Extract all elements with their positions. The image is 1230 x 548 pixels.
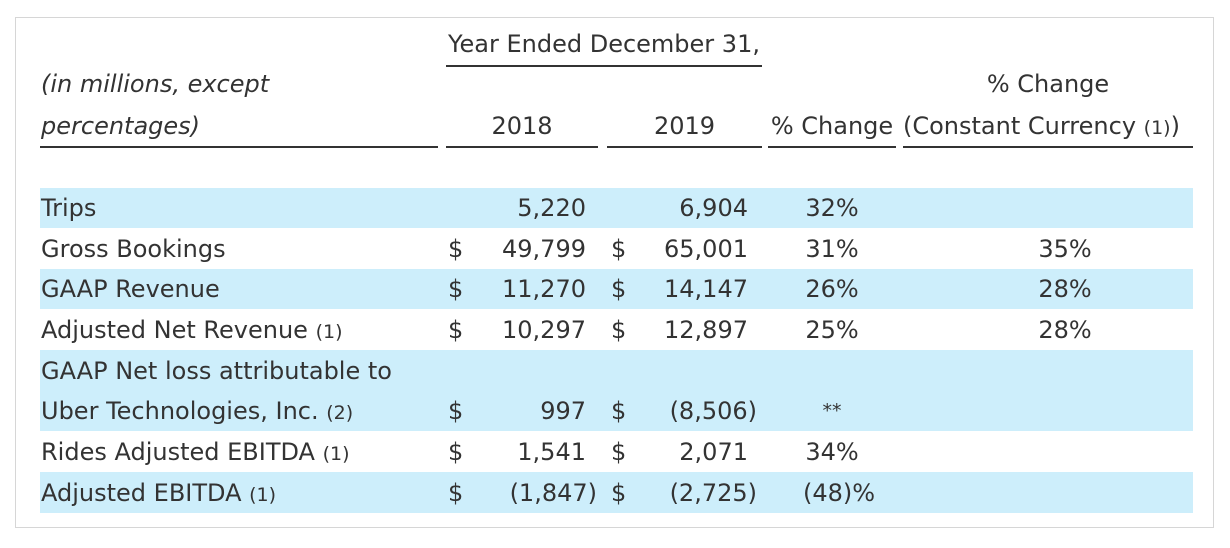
currency-symbol: $ (611, 316, 627, 344)
cell-2018: (1,847) (509, 479, 597, 507)
pct-change-rule (768, 146, 896, 148)
cell-2019: 2,071 (679, 438, 748, 466)
cell-2019: (8,506) (669, 397, 757, 425)
cc-change-header-line2: (Constant Currency (1)) (903, 112, 1180, 140)
currency-symbol: $ (611, 479, 627, 507)
cell-2018: 49,799 (502, 235, 586, 263)
year-2018-header: 2018 (491, 112, 553, 140)
footnote-ref: (1) (315, 321, 343, 343)
cell-2018: 5,220 (517, 194, 586, 222)
cell-2019: 6,904 (679, 194, 748, 222)
cell-2019: (2,725) (669, 479, 757, 507)
currency-symbol: $ (611, 235, 627, 263)
table-frame (15, 17, 1214, 528)
cell-pct-change: ** (822, 400, 842, 422)
year-2018-rule (446, 146, 598, 148)
cell-2019: 12,897 (664, 316, 748, 344)
cell-cc-change: 28% (1038, 316, 1092, 344)
currency-symbol: $ (448, 275, 464, 303)
row-label: Rides Adjusted EBITDA (1) (41, 438, 350, 466)
row-label: GAAP Revenue (41, 275, 220, 303)
cell-cc-change: 35% (1038, 235, 1092, 263)
row-label: Uber Technologies, Inc. (2) (41, 397, 354, 425)
units-label-line2: percentages) (41, 112, 201, 140)
pct-change-header: % Change (770, 112, 894, 140)
row-band-net-loss (40, 350, 1193, 431)
footnote-ref: (1) (322, 443, 350, 465)
year-2019-rule (607, 146, 762, 148)
cell-2018: 10,297 (502, 316, 586, 344)
year-group-header: Year Ended December 31, (448, 30, 760, 58)
row-label: Gross Bookings (41, 235, 226, 263)
cell-pct-change: 26% (805, 275, 859, 303)
currency-symbol: $ (448, 316, 464, 344)
row-band-trips (40, 188, 1193, 228)
cell-pct-change: 31% (805, 235, 859, 263)
row-label: Trips (41, 194, 97, 222)
currency-symbol: $ (611, 397, 627, 425)
row-band-adjusted-ebitda (40, 472, 1193, 513)
cell-2019: 14,147 (664, 275, 748, 303)
row-label: Adjusted Net Revenue (1) (41, 316, 343, 344)
cell-2018: 11,270 (502, 275, 586, 303)
cell-pct-change: 25% (805, 316, 859, 344)
cell-2018: 1,541 (517, 438, 586, 466)
footnote-ref: (2) (326, 402, 354, 424)
label-col-rule (40, 146, 438, 148)
currency-symbol: $ (448, 235, 464, 263)
year-2019-header: 2019 (653, 112, 716, 140)
footnote-ref: (1) (249, 484, 277, 506)
currency-symbol: $ (448, 479, 464, 507)
cc-change-rule (903, 146, 1193, 148)
cell-pct-change: 34% (805, 438, 859, 466)
units-label-line1: (in millions, except (41, 70, 270, 98)
row-band-gaap-revenue (40, 269, 1193, 309)
row-label-line1: GAAP Net loss attributable to (41, 357, 392, 385)
row-label: Adjusted EBITDA (1) (41, 479, 277, 507)
year-group-rule (446, 65, 762, 67)
cell-2019: 65,001 (664, 235, 748, 263)
cc-change-header-line1: % Change (986, 70, 1110, 98)
currency-symbol: $ (611, 438, 627, 466)
currency-symbol: $ (448, 438, 464, 466)
cell-pct-change: (48)% (802, 479, 876, 507)
currency-symbol: $ (448, 397, 464, 425)
cell-pct-change: 32% (805, 194, 859, 222)
cell-cc-change: 28% (1038, 275, 1092, 303)
cell-2018: 997 (540, 397, 586, 425)
currency-symbol: $ (611, 275, 627, 303)
